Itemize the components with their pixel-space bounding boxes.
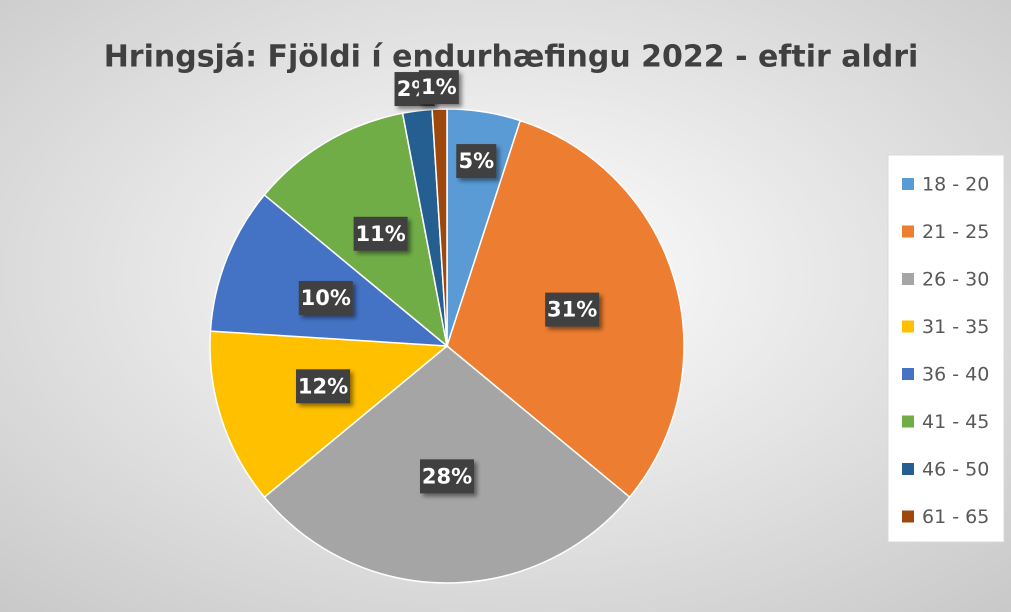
pie-slice — [209, 330, 449, 499]
legend-label: 31 - 35 — [922, 316, 989, 338]
data-label: 10% — [301, 286, 351, 310]
legend-label: 46 - 50 — [922, 459, 989, 481]
data-label: 28% — [422, 464, 472, 488]
legend-label: 18 - 20 — [922, 174, 989, 196]
legend-label: 26 - 30 — [922, 269, 989, 291]
data-label-box — [456, 144, 497, 179]
legend-swatch — [902, 320, 914, 333]
chart-title: Hringsjá: Fjöldi í endurhæfingu 2022 - e… — [104, 40, 919, 75]
data-label: 31% — [547, 298, 597, 322]
pie-slice — [209, 193, 450, 347]
data-label: 11% — [356, 222, 406, 246]
data-label: 12% — [298, 374, 348, 398]
legend-swatch — [902, 415, 914, 428]
legend-label: 21 - 25 — [922, 221, 989, 243]
data-label-box — [353, 216, 408, 251]
legend-label: 36 - 40 — [922, 364, 989, 386]
data-label-box — [418, 70, 459, 105]
pie-slice — [431, 108, 448, 347]
data-label: 1% — [421, 75, 457, 99]
legend-swatch — [902, 273, 914, 285]
data-label-box — [296, 369, 351, 404]
legend-box — [887, 154, 1005, 543]
legend-swatch — [902, 225, 914, 238]
data-label: 5% — [458, 149, 494, 173]
data-label-box — [545, 292, 600, 327]
data-label-box — [298, 281, 353, 316]
legend-label: 61 - 65 — [922, 506, 989, 528]
data-label-box — [420, 459, 474, 494]
legend-label: 41 - 45 — [922, 411, 989, 433]
legend-swatch — [902, 510, 914, 523]
legend-swatch — [902, 463, 914, 475]
legend-swatch — [902, 368, 914, 380]
legend-swatch — [902, 178, 914, 190]
